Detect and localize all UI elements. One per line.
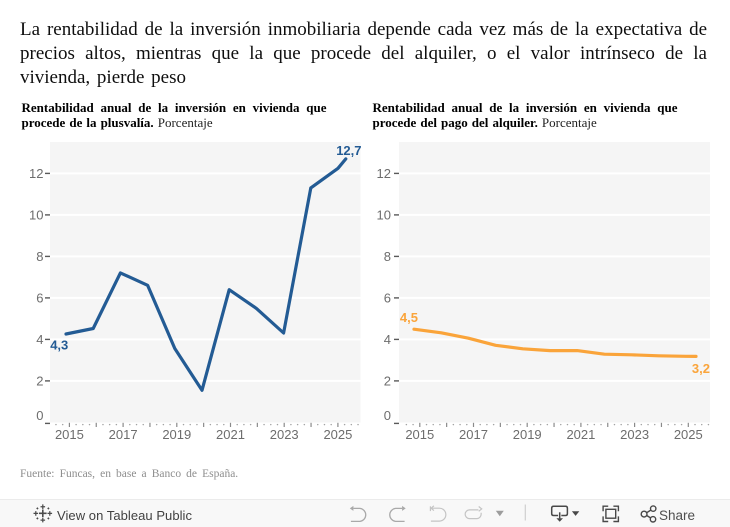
svg-text:4: 4 [384, 332, 391, 347]
svg-text:2025: 2025 [323, 427, 352, 442]
svg-text:2017: 2017 [459, 427, 488, 442]
svg-text:6: 6 [36, 291, 43, 306]
svg-text:2023: 2023 [620, 427, 649, 442]
svg-text:0: 0 [36, 408, 43, 423]
svg-text:2021: 2021 [216, 427, 245, 442]
svg-text:0: 0 [384, 408, 391, 423]
svg-text:10: 10 [377, 208, 391, 223]
svg-text:2017: 2017 [109, 427, 138, 442]
svg-text:12: 12 [377, 166, 391, 181]
svg-text:3,2: 3,2 [692, 361, 710, 376]
svg-text:4,3: 4,3 [50, 338, 68, 353]
svg-text:8: 8 [36, 249, 43, 264]
svg-text:2023: 2023 [270, 427, 299, 442]
svg-text:2019: 2019 [513, 427, 542, 442]
svg-text:8: 8 [384, 249, 391, 264]
svg-text:12,7: 12,7 [336, 143, 361, 158]
svg-text:12: 12 [29, 166, 43, 181]
svg-text:2: 2 [384, 374, 391, 389]
svg-text:2015: 2015 [405, 427, 434, 442]
svg-text:2: 2 [36, 374, 43, 389]
svg-text:6: 6 [384, 291, 391, 306]
svg-text:4,5: 4,5 [400, 310, 418, 325]
svg-text:10: 10 [29, 208, 43, 223]
svg-text:4: 4 [36, 332, 43, 347]
svg-text:2025: 2025 [674, 427, 703, 442]
svg-text:2015: 2015 [55, 427, 84, 442]
svg-text:2021: 2021 [566, 427, 595, 442]
svg-text:2019: 2019 [162, 427, 191, 442]
